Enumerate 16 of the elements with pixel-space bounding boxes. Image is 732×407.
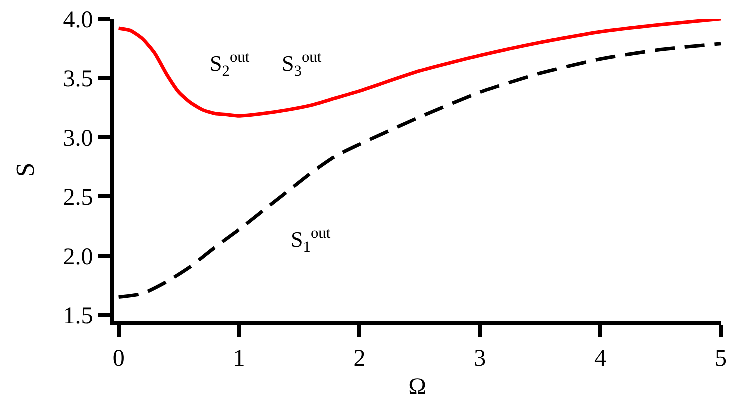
y-tick-label: 4.0	[63, 7, 94, 34]
line-series	[117, 19, 721, 118]
y-axis-title: S	[11, 162, 40, 178]
line-series	[117, 42, 721, 300]
x-axis-title: Ω	[408, 374, 426, 401]
x-tick-label: 5	[715, 346, 727, 372]
x-tick-label: 4	[594, 346, 607, 372]
y-tick-label: 3.5	[63, 66, 94, 93]
x-tick-label: 0	[112, 346, 125, 372]
y-tick-label: 1.5	[63, 303, 94, 330]
x-tick-label: 2	[354, 346, 366, 372]
y-tick-label: 2.5	[63, 185, 94, 212]
x-tick-label: 3	[474, 346, 486, 372]
x-tick-label: 1	[233, 346, 246, 372]
y-tick-label: 2.0	[63, 244, 94, 270]
y-tick-label: 3.0	[63, 126, 94, 152]
